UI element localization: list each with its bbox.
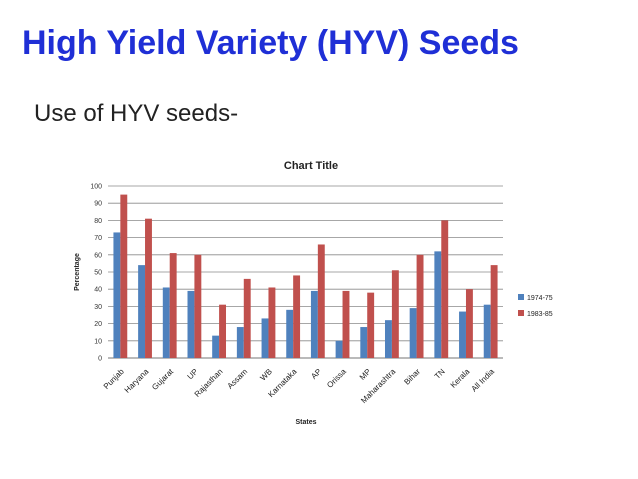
bar-1974-75 bbox=[212, 335, 220, 358]
legend-swatch bbox=[518, 294, 524, 300]
bar-1983-85 bbox=[120, 194, 128, 358]
bar-1983-85 bbox=[391, 270, 399, 358]
y-tick-label: 40 bbox=[94, 287, 102, 294]
bar-1974-75 bbox=[483, 304, 491, 358]
legend-swatch bbox=[518, 310, 524, 316]
bar-1983-85 bbox=[465, 289, 473, 358]
bar-1974-75 bbox=[162, 287, 170, 358]
chart-title: Chart Title bbox=[284, 160, 338, 172]
bar-1974-75 bbox=[434, 251, 442, 358]
y-axis-title: Percentage bbox=[74, 253, 81, 291]
bar-1983-85 bbox=[367, 292, 375, 358]
bar-1974-75 bbox=[187, 290, 195, 358]
bar-1983-85 bbox=[219, 304, 227, 358]
x-category-label: WB bbox=[258, 367, 273, 382]
bar-1983-85 bbox=[490, 265, 498, 358]
bar-1974-75 bbox=[261, 318, 269, 358]
bar-1974-75 bbox=[360, 327, 368, 358]
y-tick-label: 60 bbox=[94, 252, 102, 259]
bar-1983-85 bbox=[268, 287, 276, 358]
y-axis-ticks: 0 10 20 30 40 50 60 70 80 90 100 bbox=[90, 184, 102, 363]
y-tick-label: 30 bbox=[94, 304, 102, 311]
x-category-label: Assam bbox=[226, 367, 250, 391]
bar-1974-75 bbox=[310, 290, 318, 358]
bar-1983-85 bbox=[441, 220, 449, 358]
x-category-label: Orissa bbox=[325, 367, 348, 390]
x-category-label: AP bbox=[309, 367, 323, 381]
bar-1974-75 bbox=[335, 340, 343, 358]
bars bbox=[113, 194, 498, 358]
bar-1983-85 bbox=[317, 244, 325, 358]
y-tick-label: 10 bbox=[94, 338, 102, 345]
bar-1983-85 bbox=[243, 278, 251, 358]
bar-1974-75 bbox=[286, 309, 294, 358]
bar-1974-75 bbox=[459, 311, 466, 358]
bar-1983-85 bbox=[169, 253, 177, 358]
y-tick-label: 90 bbox=[94, 201, 102, 208]
bar-1983-85 bbox=[293, 275, 301, 358]
y-tick-label: 80 bbox=[94, 218, 102, 225]
slide-title: High Yield Variety (HYV) Seeds bbox=[22, 24, 519, 62]
slide-subtitle: Use of HYV seeds- bbox=[34, 100, 239, 127]
bar-1983-85 bbox=[194, 254, 202, 358]
bar-1974-75 bbox=[384, 320, 392, 358]
y-tick-label: 50 bbox=[94, 270, 102, 277]
x-category-label: MP bbox=[358, 367, 373, 382]
bar-1974-75 bbox=[409, 308, 417, 358]
y-tick-label: 100 bbox=[90, 184, 102, 191]
legend-label: 1983-85 bbox=[527, 311, 553, 318]
bar-1974-75 bbox=[138, 265, 146, 358]
bar-1983-85 bbox=[145, 218, 152, 358]
x-category-label: Haryana bbox=[123, 367, 151, 395]
legend: 1974-75 1983-85 bbox=[518, 294, 553, 318]
x-category-label: Gujarat bbox=[150, 367, 175, 392]
x-category-label: All India bbox=[470, 367, 497, 394]
x-category-label: Kerala bbox=[449, 367, 472, 390]
y-tick-label: 70 bbox=[94, 235, 102, 242]
bar-1983-85 bbox=[342, 290, 350, 358]
x-axis-title: States bbox=[295, 419, 316, 426]
x-category-label: Bihar bbox=[402, 367, 422, 387]
bar-1974-75 bbox=[113, 232, 121, 358]
legend-label: 1974-75 bbox=[527, 295, 553, 302]
bar-1974-75 bbox=[236, 327, 244, 358]
x-category-label: UP bbox=[186, 367, 200, 381]
y-tick-label: 20 bbox=[94, 321, 102, 328]
y-tick-label: 0 bbox=[98, 356, 102, 363]
bar-1983-85 bbox=[416, 254, 424, 358]
x-category-label: TN bbox=[433, 367, 447, 381]
